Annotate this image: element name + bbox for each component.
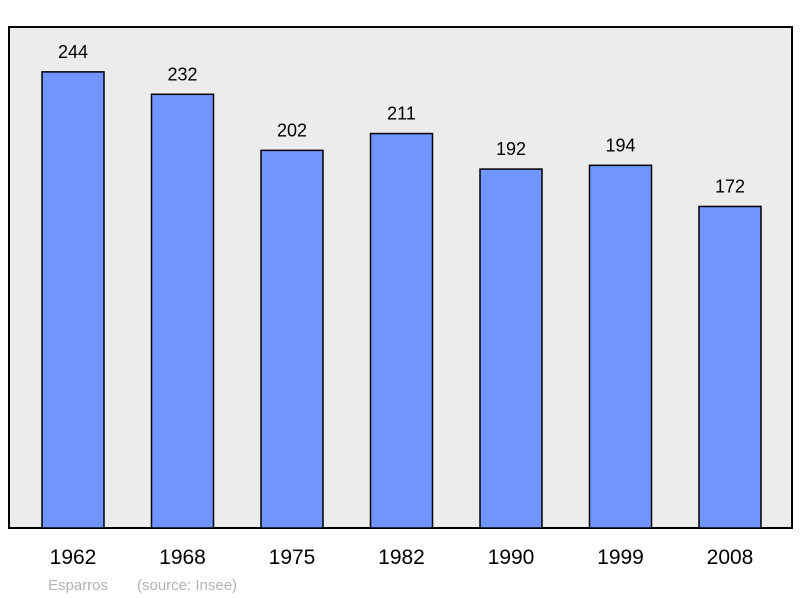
data-label-1962: 244: [58, 42, 88, 62]
x-tick-label-1975: 1975: [269, 546, 316, 569]
x-tick-label-1990: 1990: [488, 546, 535, 569]
bar-1990: [479, 168, 543, 529]
x-tick-label-1968: 1968: [159, 546, 206, 569]
x-tick-label-1982: 1982: [378, 546, 425, 569]
data-label-2008: 172: [715, 176, 745, 196]
bar-1982: [369, 132, 434, 529]
x-tick-label-1999: 1999: [597, 546, 644, 569]
footer-source: (source: Insee): [137, 577, 237, 594]
x-tick-label-1962: 1962: [50, 546, 97, 569]
data-label-1982: 211: [387, 104, 416, 124]
data-label-1975: 202: [277, 120, 307, 140]
bar-2008: [698, 205, 762, 529]
bar-1968: [150, 93, 215, 529]
footer-place: Esparros: [48, 577, 108, 594]
data-label-1968: 232: [167, 64, 197, 84]
data-label-1999: 194: [605, 135, 635, 155]
data-label-1990: 192: [496, 139, 526, 159]
bar-1975: [260, 149, 324, 529]
bar-1962: [41, 71, 105, 529]
bar-1999: [588, 164, 653, 529]
x-tick-label-2008: 2008: [707, 546, 754, 569]
